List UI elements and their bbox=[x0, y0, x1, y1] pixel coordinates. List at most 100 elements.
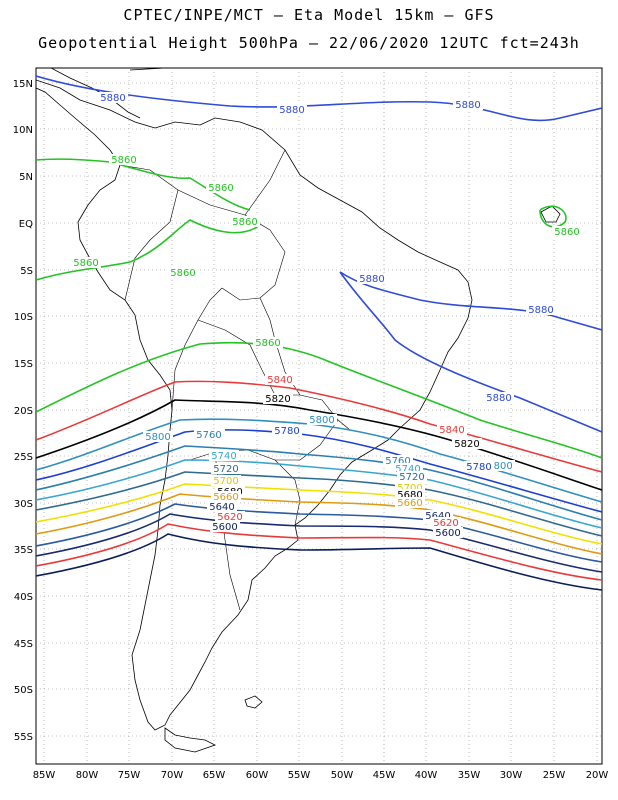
contour-label: 5600 bbox=[435, 528, 460, 539]
lat-label: 15N bbox=[13, 79, 33, 90]
lat-label: 55S bbox=[14, 732, 33, 743]
contour-label: 5620 bbox=[217, 512, 242, 523]
contour-label-bg bbox=[485, 460, 515, 471]
contour-label: 5640 bbox=[425, 511, 450, 522]
lon-label: 60W bbox=[246, 770, 269, 781]
contour-label-bg bbox=[71, 257, 101, 268]
contour-label-bg bbox=[211, 463, 241, 474]
contour-label: 5880 bbox=[455, 100, 480, 111]
lon-label: 85W bbox=[33, 770, 56, 781]
contour-label: 5840 bbox=[439, 425, 464, 436]
lat-label: 10S bbox=[14, 312, 33, 323]
contour-label: 5660 bbox=[213, 492, 238, 503]
contour-label: 5860 bbox=[554, 227, 579, 238]
map-title-line-2: Geopotential Height 500hPa – 22/06/2020 … bbox=[38, 34, 580, 52]
contour-label-bg bbox=[272, 425, 302, 436]
contour-label: 5880 bbox=[528, 305, 553, 316]
contour-label-bg bbox=[206, 182, 236, 193]
axis-labels: 15N 10N 5N EQ 5S 10S 15S 20S 25S 30S 35S 40S 45S 50S 5… bbox=[13, 79, 609, 781]
contour-label-bg bbox=[143, 431, 173, 442]
lon-label: 25W bbox=[543, 770, 566, 781]
atlantic-island bbox=[540, 205, 561, 223]
contour-label-bg bbox=[484, 392, 514, 403]
contour-label-bg bbox=[464, 461, 494, 472]
contour-label-bg bbox=[397, 471, 427, 482]
contour-label: 5860 bbox=[232, 217, 257, 228]
lat-label: 45S bbox=[14, 639, 33, 650]
lon-label: 75W bbox=[118, 770, 141, 781]
contour-label: 5740 bbox=[395, 464, 420, 475]
contour-label: 5640 bbox=[209, 502, 234, 513]
contour-label: 5620 bbox=[433, 518, 458, 529]
contour-label-bg bbox=[433, 527, 463, 538]
contour-label-bg bbox=[98, 92, 128, 103]
contour-label: 5820 bbox=[454, 439, 479, 450]
contour-5620 bbox=[36, 523, 602, 581]
lat-label: 30S bbox=[14, 499, 33, 510]
contour-label: 5880 bbox=[359, 274, 384, 285]
lon-label: 30W bbox=[500, 770, 523, 781]
contour-label-bg bbox=[437, 424, 467, 435]
contour-5680 bbox=[36, 493, 602, 555]
contour-label: 5800 bbox=[487, 461, 512, 472]
contour-label-bg bbox=[230, 216, 260, 227]
contour-label-bg bbox=[215, 511, 245, 522]
contour-label-bg bbox=[395, 482, 425, 493]
contour-label: 5780 bbox=[466, 462, 491, 473]
contour-label-bg bbox=[395, 489, 425, 500]
map-title-line-1: CPTEC/INPE/MCT – Eta Model 15km – GFS bbox=[123, 6, 495, 24]
contour-label: 5880 bbox=[279, 105, 304, 116]
contour-label: 5840 bbox=[267, 375, 292, 386]
contour-label: 5860 bbox=[255, 338, 280, 349]
lat-label: 5S bbox=[20, 266, 33, 277]
contour-5600 bbox=[36, 533, 602, 591]
lon-label: 55W bbox=[288, 770, 311, 781]
contour-label-bg bbox=[526, 304, 556, 315]
lat-label: 25S bbox=[14, 452, 33, 463]
south-america-coastline bbox=[36, 79, 473, 731]
lat-label: 5N bbox=[19, 172, 33, 183]
contour-label-bg bbox=[395, 497, 425, 508]
contour-label: 5760 bbox=[385, 456, 410, 467]
contour-label-bg bbox=[207, 501, 237, 512]
contour-5720 bbox=[36, 471, 602, 537]
lat-label: 40S bbox=[14, 592, 33, 603]
contour-label-bg bbox=[211, 475, 241, 486]
contour-label-bg bbox=[194, 429, 224, 440]
contour-label: 5720 bbox=[213, 464, 238, 475]
contour-label-bg bbox=[393, 463, 423, 474]
contour-label: 5800 bbox=[309, 415, 334, 426]
contour-label: 5880 bbox=[100, 93, 125, 104]
contour-label: 5700 bbox=[213, 476, 238, 487]
contour-label-bg bbox=[453, 99, 483, 110]
contour-5860 bbox=[36, 158, 602, 459]
contour-label-bg bbox=[431, 517, 461, 528]
contour-label: 5720 bbox=[399, 472, 424, 483]
lon-label: 80W bbox=[76, 770, 99, 781]
contour-label-bg bbox=[423, 510, 453, 521]
lat-label: EQ bbox=[19, 219, 33, 230]
contour-label: 5600 bbox=[212, 522, 237, 533]
contour-label: 5860 bbox=[208, 183, 233, 194]
lon-label: 70W bbox=[161, 770, 184, 781]
lon-label: 65W bbox=[203, 770, 226, 781]
contour-labels: 5880 5880 5880 5880 5880 5880 5860 5860 5860 5860… bbox=[71, 92, 582, 539]
contour-5760 bbox=[36, 445, 602, 521]
contour-label-bg bbox=[552, 226, 582, 237]
contour-label: 5860 bbox=[111, 155, 136, 166]
contour-5640 bbox=[36, 513, 602, 573]
contour-label-bg bbox=[452, 438, 482, 449]
contour-label-bg bbox=[209, 450, 239, 461]
lon-label: 20W bbox=[586, 770, 609, 781]
contour-label: 5660 bbox=[397, 498, 422, 509]
contour-label-bg bbox=[210, 521, 240, 532]
contour-label: 5800 bbox=[145, 432, 170, 443]
lat-label: 50S bbox=[14, 685, 33, 696]
contour-label-bg bbox=[307, 414, 337, 425]
contour-label: 5740 bbox=[211, 451, 236, 462]
contour-label-bg bbox=[357, 273, 387, 284]
contour-label: 5860 bbox=[73, 258, 98, 269]
contour-label: 5760 bbox=[196, 430, 221, 441]
contour-label-bg bbox=[277, 104, 307, 115]
